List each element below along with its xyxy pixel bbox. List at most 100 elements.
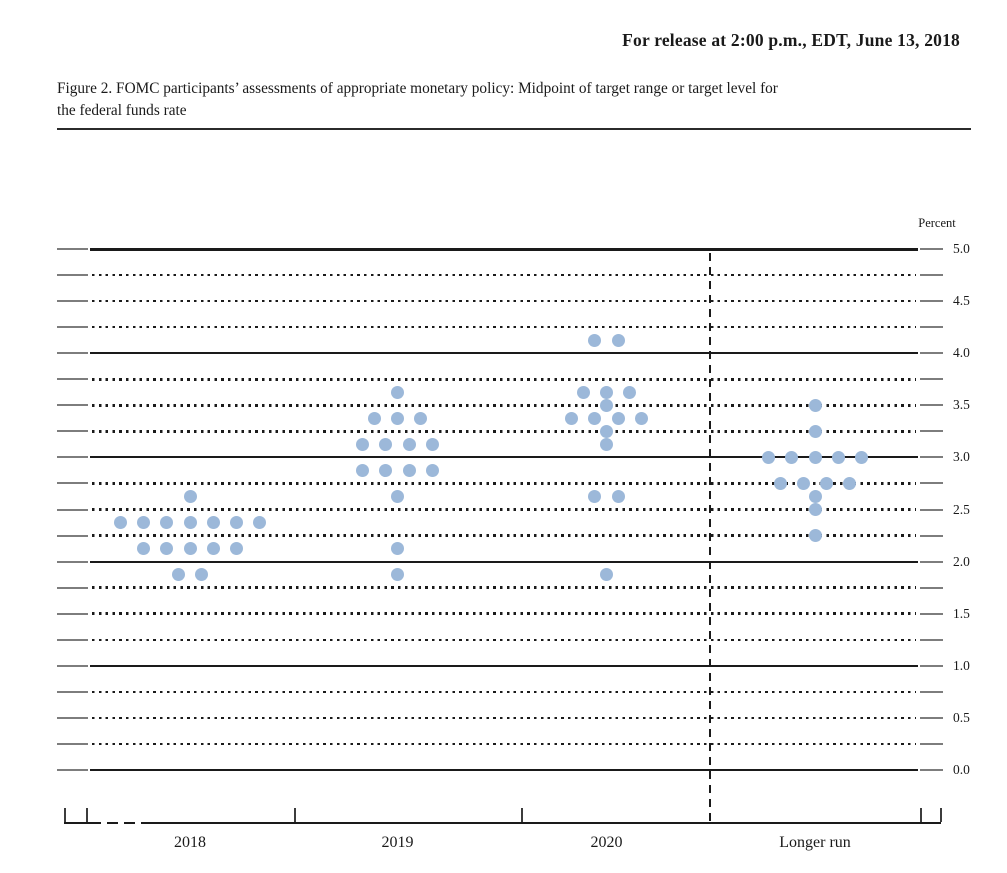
projection-dot [160, 542, 174, 556]
gridline-right-tick [920, 612, 943, 615]
projection-dot [611, 411, 625, 425]
projection-dot [785, 450, 799, 464]
projection-dot [600, 398, 613, 412]
projection-dot [843, 476, 857, 490]
x-axis-line-left [64, 822, 90, 824]
projection-dot [391, 489, 404, 503]
y-axis-unit-label: Percent [918, 216, 956, 230]
gridline-solid [90, 560, 918, 563]
gridline-dotted [92, 690, 916, 694]
projection-dot [367, 411, 381, 425]
gridline-left-tick [57, 508, 88, 511]
projection-dot [379, 437, 393, 451]
gridline-right-tick [920, 300, 943, 303]
projection-dot [425, 437, 439, 451]
projection-dot [854, 450, 868, 464]
y-axis-tick-label: 0.5 [953, 709, 970, 725]
projection-dot [820, 476, 834, 490]
gridline-left-tick [57, 742, 88, 745]
projection-dot [137, 542, 151, 556]
y-axis-tick-label: 4.5 [953, 293, 970, 309]
projection-dot [588, 489, 602, 503]
gridline-dotted [92, 378, 916, 381]
gridline-right-tick [920, 404, 943, 407]
x-axis-tick [64, 808, 66, 822]
x-axis-line-dashed [90, 822, 152, 824]
figure-caption: Figure 2. FOMC participants’ assessments… [57, 78, 971, 131]
projection-dot [160, 516, 174, 530]
gridline-left-tick [57, 430, 88, 433]
gridline-left-tick [57, 482, 88, 485]
projection-dot [808, 489, 822, 503]
gridline-solid [90, 769, 918, 771]
gridline-left-tick [57, 690, 88, 693]
x-axis-tick [86, 808, 88, 822]
projection-dot [600, 437, 613, 451]
gridline-dotted [92, 742, 916, 746]
projection-dot [611, 489, 625, 503]
y-axis-tick-label: 3.0 [953, 449, 970, 465]
projection-dot [229, 542, 243, 556]
gridline-right-tick [920, 352, 943, 355]
gridline-dotted [92, 299, 916, 303]
x-category-label: 2020 [590, 834, 623, 851]
gridline-left-tick [57, 560, 88, 563]
gridline-dotted [92, 430, 916, 433]
x-axis-tick [521, 808, 523, 822]
gridline-dotted [92, 612, 916, 615]
gridline-right-tick [920, 664, 943, 667]
gridline-right-tick [920, 534, 943, 537]
projection-dot [414, 411, 428, 425]
y-axis-tick-label: 1.5 [953, 605, 970, 621]
projection-dot [808, 529, 822, 543]
gridline-right-tick [920, 378, 943, 381]
x-category-label: 2018 [174, 834, 206, 851]
projection-dot [391, 411, 404, 425]
gridline-right-tick [920, 716, 943, 719]
gridline-dotted [92, 638, 916, 641]
gridline-left-tick [57, 586, 88, 589]
gridline-left-tick [57, 248, 88, 250]
projection-dot [391, 385, 404, 399]
projection-dot [137, 516, 151, 530]
projection-dot [600, 568, 613, 582]
projection-dot [356, 437, 370, 451]
y-axis-tick-label: 2.5 [953, 501, 970, 517]
y-axis-tick-label: 4.0 [953, 345, 970, 361]
projection-dot [588, 333, 602, 347]
projection-dot [588, 411, 602, 425]
projection-dot [808, 424, 822, 438]
gridline-right-tick [920, 430, 943, 433]
y-axis-tick-label: 2.0 [953, 553, 970, 569]
projection-dot [113, 516, 127, 530]
projection-dot [183, 516, 197, 530]
gridline-left-tick [57, 326, 88, 329]
gridline-right-tick [920, 248, 943, 250]
x-axis-tick [940, 808, 942, 822]
projection-dot [808, 503, 822, 516]
gridline-left-tick [57, 664, 88, 667]
x-category-label: Longer run [779, 834, 851, 851]
gridline-left-tick [57, 769, 88, 771]
gridline-right-tick [920, 274, 943, 277]
gridline-left-tick [57, 352, 88, 355]
projection-dot [402, 437, 416, 451]
gridline-left-tick [57, 534, 88, 537]
gridline-solid [90, 352, 918, 355]
projection-dot [796, 476, 810, 490]
projection-dot [623, 385, 637, 399]
projection-dot [195, 568, 209, 582]
gridline-left-tick [57, 716, 88, 719]
gridline-left-tick [57, 300, 88, 303]
gridline-right-tick [920, 560, 943, 563]
gridline-left-tick [57, 404, 88, 407]
dot-plot-chart: 5.0 4.5 4.0 3.5 3.0 2.5 2.0 1.5 1.0 0.5 0.0 2018 201… [0, 240, 1007, 873]
projection-dot [576, 385, 590, 399]
gridline-left-tick [57, 612, 88, 615]
gridline-solid [90, 456, 918, 459]
projection-dot [183, 542, 197, 556]
projection-dot [565, 411, 579, 425]
gridline-dotted [92, 716, 916, 720]
gridline-left-tick [57, 638, 88, 641]
projection-dot [356, 463, 370, 477]
